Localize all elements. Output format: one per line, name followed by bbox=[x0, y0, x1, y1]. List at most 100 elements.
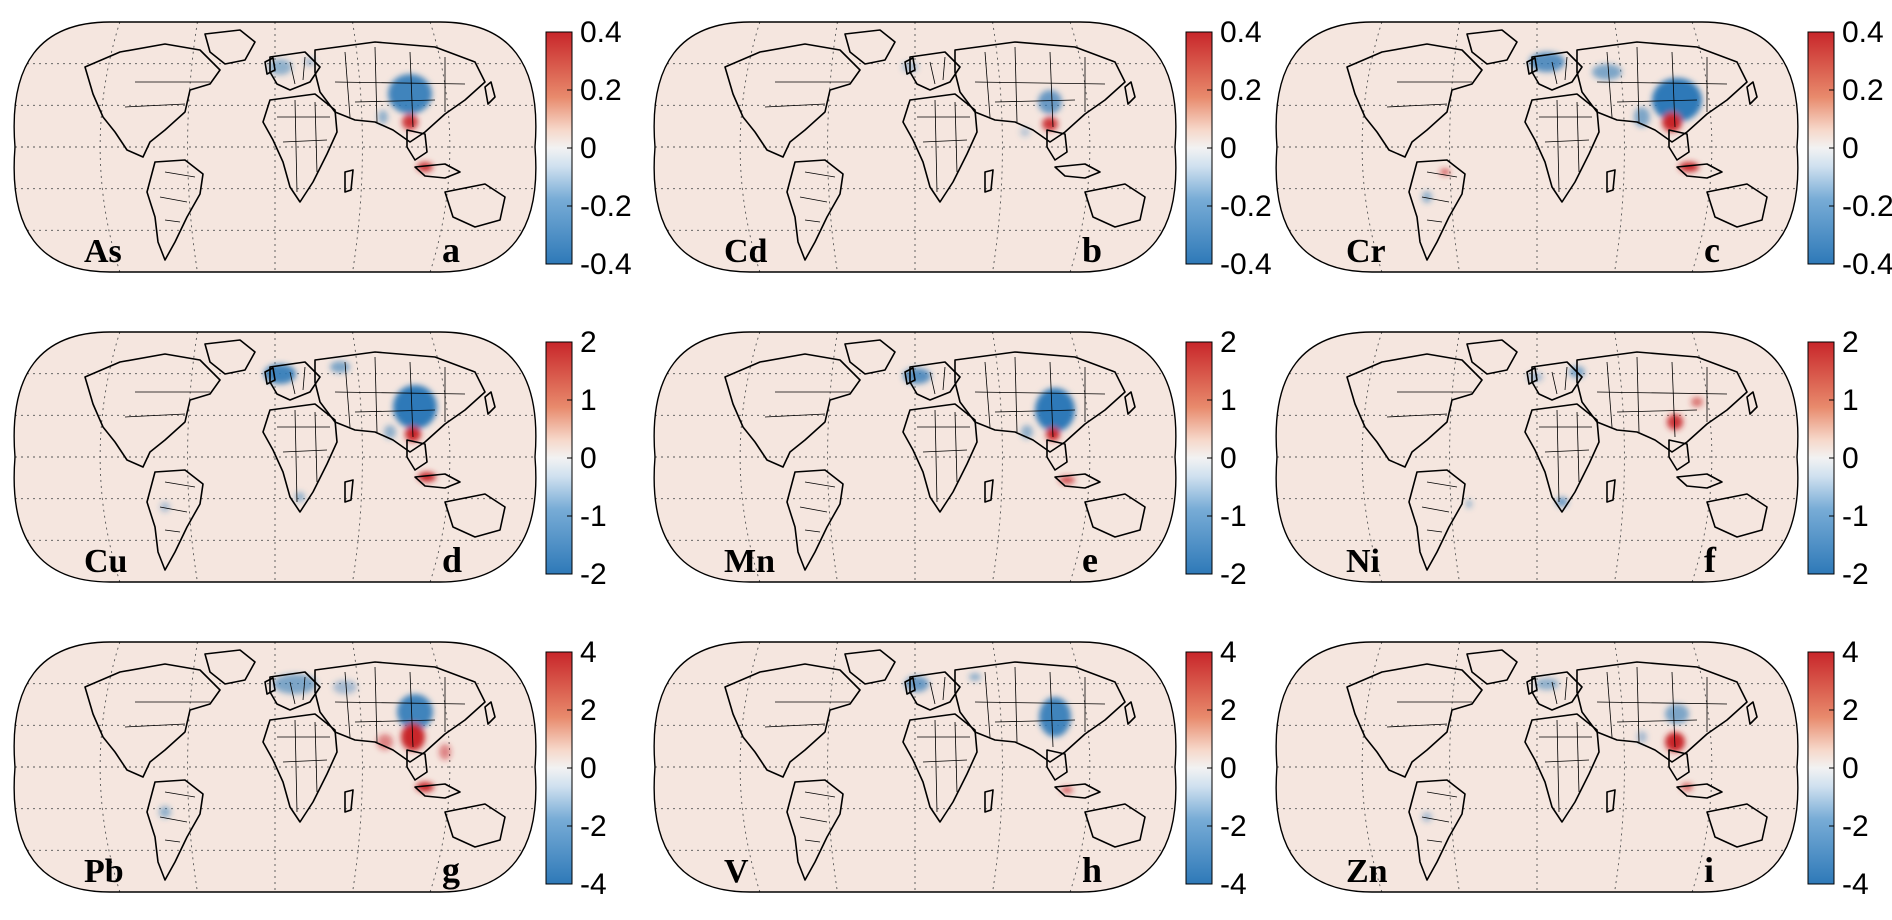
map-body bbox=[654, 22, 1176, 272]
country-borders bbox=[124, 356, 466, 533]
colorbar-tick-label: 0 bbox=[1842, 442, 1859, 475]
colorbar-tick-label: 0 bbox=[1220, 132, 1237, 165]
colorbar-tick-label: -2 bbox=[1220, 558, 1247, 591]
map-panel-c: Cr c 0.4 0.2 0 -0.2 -0.4 bbox=[1262, 0, 1892, 300]
colorbar-tick-label: 0 bbox=[1220, 752, 1237, 785]
map-panel-svg: Cu d 2 1 0 -1 -2 bbox=[13, 326, 607, 591]
map-panel-g: Pb g 4 2 0 -2 -4 bbox=[0, 620, 630, 920]
map-panel-svg: Mn e 2 1 0 -1 -2 bbox=[653, 326, 1247, 591]
colorbar-tick-label: 0 bbox=[1220, 442, 1237, 475]
map-body bbox=[14, 642, 536, 892]
colorbar-tick-label: -4 bbox=[580, 868, 607, 901]
map-panel-f: Ni f 2 1 0 -1 -2 bbox=[1262, 310, 1892, 610]
colorbar-tick-label: 4 bbox=[1842, 636, 1859, 669]
country-borders bbox=[124, 46, 466, 223]
colorbar-tick-label: -1 bbox=[580, 500, 607, 533]
element-label: Ni bbox=[1346, 543, 1380, 580]
colorbar-tick-label: -2 bbox=[1842, 558, 1869, 591]
colorbar-tick-label: 2 bbox=[1220, 326, 1237, 359]
coastlines bbox=[724, 339, 1146, 571]
colorbar-tick-label: -2 bbox=[580, 810, 607, 843]
colorbar-tick-label: -0.2 bbox=[1220, 190, 1272, 223]
colorbar-tick-label: 0 bbox=[1842, 752, 1859, 785]
map-body bbox=[1276, 332, 1798, 582]
colorbar-tick-label: 1 bbox=[1842, 384, 1859, 417]
anomaly-layer bbox=[159, 674, 451, 818]
panel-letter: b bbox=[1082, 230, 1102, 270]
colorbar-tick-label: 0 bbox=[1842, 132, 1859, 165]
map-outline bbox=[1275, 641, 1799, 893]
map-outline bbox=[13, 641, 537, 893]
colorbar-tick-label: -2 bbox=[1220, 810, 1247, 843]
colorbar-tick-label: -0.4 bbox=[1842, 248, 1892, 281]
map-panel-svg: As a 0.4 0.2 0 -0.2 -0.4 bbox=[13, 16, 632, 281]
map-panel-svg: Cr c 0.4 0.2 0 -0.2 -0.4 bbox=[1275, 16, 1892, 281]
coastlines bbox=[1346, 649, 1768, 881]
map-panel-svg: Pb g 4 2 0 -2 -4 bbox=[13, 636, 607, 901]
element-label: Cd bbox=[724, 233, 768, 270]
colorbar-tick-label: -4 bbox=[1842, 868, 1869, 901]
colorbar-tick-label: -1 bbox=[1842, 500, 1869, 533]
coastlines bbox=[84, 649, 506, 881]
colorbar-tick-label: -2 bbox=[580, 558, 607, 591]
panel-letter: i bbox=[1704, 850, 1714, 890]
colorbar-tick-label: 0.4 bbox=[580, 16, 622, 49]
map-outline bbox=[653, 331, 1177, 583]
colorbar-tick-label: 2 bbox=[580, 694, 597, 727]
colorbar-tick-label: 0.4 bbox=[1220, 16, 1262, 49]
colorbar-tick-label: 2 bbox=[1842, 326, 1859, 359]
coastlines bbox=[1346, 339, 1768, 571]
anomaly-layer bbox=[1422, 52, 1702, 203]
colorbar-tick-label: -0.2 bbox=[1842, 190, 1892, 223]
colorbar-tick-label: 0.2 bbox=[1842, 74, 1884, 107]
colorbar-tick-label: 2 bbox=[580, 326, 597, 359]
colorbar-tick-label: 4 bbox=[1220, 636, 1237, 669]
colorbar-tick-label: -4 bbox=[1220, 868, 1247, 901]
map-outline bbox=[653, 21, 1177, 273]
map-body bbox=[1276, 642, 1798, 892]
panel-letter: e bbox=[1082, 540, 1098, 580]
element-label: Cr bbox=[1346, 233, 1386, 270]
country-borders bbox=[1386, 46, 1728, 223]
coastlines bbox=[84, 339, 506, 571]
element-label: Mn bbox=[724, 543, 775, 580]
colorbar-tick-label: 2 bbox=[1842, 694, 1859, 727]
panel-letter: g bbox=[442, 850, 460, 890]
colorbar-tick-label: 1 bbox=[580, 384, 597, 417]
element-label: Cu bbox=[84, 543, 127, 580]
map-body bbox=[1276, 22, 1798, 272]
anomaly-layer bbox=[160, 361, 437, 512]
map-outline bbox=[13, 331, 537, 583]
panel-letter: f bbox=[1704, 540, 1717, 580]
colorbar-tick-label: 0.2 bbox=[1220, 74, 1262, 107]
colorbar-tick-label: 0 bbox=[580, 132, 597, 165]
map-body bbox=[654, 332, 1176, 582]
colorbar-tick-label: 1 bbox=[1220, 384, 1237, 417]
map-outline bbox=[13, 21, 537, 273]
map-body bbox=[14, 332, 536, 582]
panel-letter: a bbox=[442, 230, 460, 270]
country-borders bbox=[1386, 666, 1728, 843]
colorbar-tick-label: -0.4 bbox=[1220, 248, 1272, 281]
element-label: Zn bbox=[1346, 853, 1388, 890]
map-panel-a: As a 0.4 0.2 0 -0.2 -0.4 bbox=[0, 0, 632, 300]
map-panel-svg: Zn i 4 2 0 -2 -4 bbox=[1275, 636, 1869, 901]
country-borders bbox=[764, 46, 1106, 223]
coastlines bbox=[724, 649, 1146, 881]
panel-letter: c bbox=[1704, 230, 1720, 270]
element-label: V bbox=[724, 853, 749, 890]
map-body bbox=[14, 22, 536, 272]
anomaly-layer bbox=[905, 673, 1073, 793]
coastlines bbox=[1346, 29, 1768, 261]
colorbar-tick-label: -0.4 bbox=[580, 248, 632, 281]
anomaly-layer bbox=[1466, 366, 1703, 508]
map-outline bbox=[653, 641, 1177, 893]
colorbar-tick-label: -0.2 bbox=[580, 190, 632, 223]
map-panel-d: Cu d 2 1 0 -1 -2 bbox=[0, 310, 630, 610]
country-borders bbox=[764, 666, 1106, 843]
map-body bbox=[654, 642, 1176, 892]
element-label: Pb bbox=[84, 853, 124, 890]
country-borders bbox=[1386, 356, 1728, 533]
map-panel-b: Cd b 0.4 0.2 0 -0.2 -0.4 bbox=[640, 0, 1272, 300]
